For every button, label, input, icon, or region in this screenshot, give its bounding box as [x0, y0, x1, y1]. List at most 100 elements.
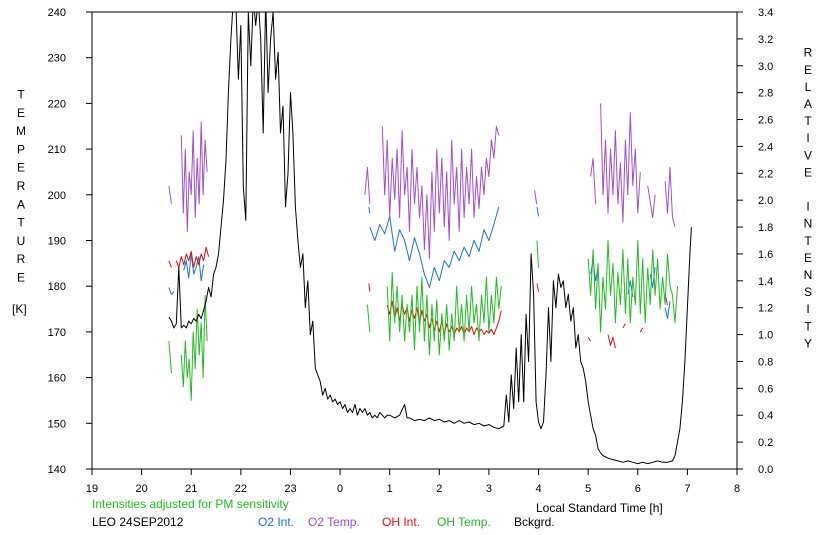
y-right-tick-label: 1.2 — [758, 303, 773, 315]
legend: O2 Int. O2 Temp. OH Int. OH Temp. Bckgrd… — [258, 515, 555, 529]
axis-title-letter: A — [17, 197, 25, 211]
axis-title-letter: T — [804, 114, 812, 128]
series-line-oh-temp — [180, 294, 208, 401]
series-line-o2-int — [183, 253, 205, 282]
series-line-o2-temp — [180, 121, 208, 232]
axis-title-letter: E — [804, 165, 812, 179]
y-left-tick-label: 160 — [48, 373, 66, 385]
series-line-oh-int — [175, 246, 210, 268]
y-right-tick-label: 2.8 — [758, 88, 773, 100]
series-line-oh-temp — [168, 340, 172, 374]
y-right-tick-label: 2.4 — [758, 141, 773, 153]
y-right-tick-label: 0.4 — [758, 410, 773, 422]
axis-title-letter: I — [806, 302, 809, 316]
axis-title-letter: E — [804, 251, 812, 265]
series-line-oh-int — [587, 337, 592, 342]
x-tick-label: 19 — [86, 483, 98, 495]
x-tick-label: 6 — [635, 483, 641, 495]
x-tick-label: 22 — [235, 483, 247, 495]
x-tick-label: 4 — [535, 483, 541, 495]
y-left-tick-label: 180 — [48, 281, 66, 293]
x-tick-label: 23 — [284, 483, 296, 495]
y-right-tick-label: 3.4 — [758, 7, 773, 19]
axis-title-letter: Y — [804, 336, 812, 350]
legend-item-o2-int: O2 Int. — [258, 515, 294, 529]
x-tick-label: 2 — [436, 483, 442, 495]
legend-item-oh-temp: OH Temp. — [437, 515, 491, 529]
x-tick-label: 5 — [585, 483, 591, 495]
axis-title-letter: E — [17, 271, 25, 285]
series-line-oh-int — [536, 283, 539, 292]
series-line-oh-temp — [366, 304, 371, 332]
axis-title-letter: T — [17, 88, 25, 102]
series-line-o2-temp — [590, 157, 597, 204]
series-line-o2-temp — [600, 103, 641, 223]
x-tick-label: 1 — [387, 483, 393, 495]
series-line-o2-int — [664, 300, 671, 319]
series-line-o2-int — [369, 206, 500, 288]
y-left-tick-label: 210 — [48, 144, 66, 156]
y-right-tick-label: 3.0 — [758, 61, 773, 73]
series-line-oh-temp — [386, 272, 502, 356]
y-right-tick-label: 2.2 — [758, 168, 773, 180]
axis-title-letter: V — [804, 148, 812, 162]
series-line-o2-int — [536, 206, 539, 217]
y-left-tick-label: 150 — [48, 418, 66, 430]
x-tick-label: 20 — [135, 483, 147, 495]
y-left-tick-label: 200 — [48, 190, 66, 202]
axis-title-letter: E — [17, 106, 25, 120]
y-right-tick-label: 1.0 — [758, 330, 773, 342]
series-line-oh-temp — [536, 240, 539, 268]
series-line-o2-temp — [534, 190, 538, 204]
axis-title-letter: T — [17, 216, 25, 230]
y-left-tick-label: 140 — [48, 464, 66, 476]
series-layer — [168, 12, 692, 465]
y-right-tick-label: 0.6 — [758, 383, 773, 395]
axis-title-letter: M — [16, 124, 26, 138]
series-line-o2-temp — [647, 185, 656, 219]
legend-item-bckgrd: Bckgrd. — [514, 515, 555, 529]
legend-item-oh-int: OH Int. — [382, 515, 420, 529]
y-right-tick-label: 1.4 — [758, 276, 773, 288]
y-left-tick-label: 190 — [48, 236, 66, 248]
series-line-bckgrd — [168, 12, 692, 465]
axis-title-letter: N — [804, 217, 813, 231]
series-line-o2-temp — [381, 125, 500, 260]
y-right-tick-label: 2.6 — [758, 115, 773, 127]
series-line-oh-int — [168, 260, 172, 268]
y-left-tick-label: 230 — [48, 53, 66, 65]
y-left-unit: [K] — [12, 302, 27, 316]
y-right-tick-label: 2.0 — [758, 195, 773, 207]
series-line-o2-int — [368, 206, 371, 214]
series-line-o2-temp — [364, 166, 371, 204]
series-line-o2-temp — [168, 185, 172, 204]
y-right-tick-label: 1.8 — [758, 222, 773, 234]
axis-title-letter: P — [17, 142, 25, 156]
y-left-tick-label: 220 — [48, 98, 66, 110]
series-line-oh-int — [622, 323, 626, 329]
axis-title-letter: R — [804, 46, 813, 60]
series-line-o2-int — [168, 287, 175, 295]
y-left-tick-label: 170 — [48, 327, 66, 339]
y-right-tick-label: 0.8 — [758, 356, 773, 368]
adjustment-note: Intensities adjusted for PM sensitivity — [92, 497, 289, 511]
axis-title-letter: I — [806, 200, 809, 214]
axis-title-letter: A — [804, 97, 812, 111]
series-line-oh-int — [607, 334, 616, 349]
y-left-tick-label: 240 — [48, 7, 66, 19]
series-line-oh-temp — [587, 240, 678, 333]
axis-title-letter: E — [804, 63, 812, 77]
axis-title-letter: E — [17, 161, 25, 175]
legend-item-o2-temp: O2 Temp. — [308, 515, 360, 529]
axis-title-letter: T — [804, 234, 812, 248]
x-tick-label: 0 — [337, 483, 343, 495]
axis-title-letter: T — [804, 319, 812, 333]
axis-title-letter: R — [17, 179, 26, 193]
series-line-o2-temp — [664, 166, 676, 227]
x-tick-label: 3 — [486, 483, 492, 495]
axis-title-letter: S — [804, 285, 812, 299]
y-right-tick-label: 0.2 — [758, 437, 773, 449]
series-line-oh-int — [368, 283, 371, 292]
